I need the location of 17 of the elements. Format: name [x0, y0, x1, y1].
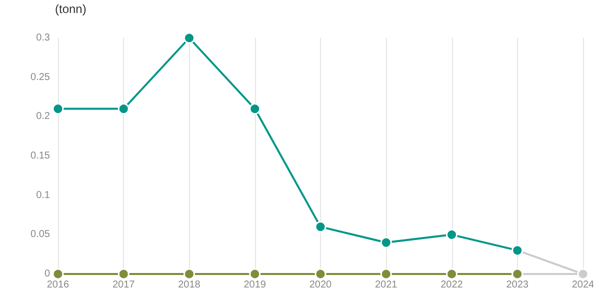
x-tick-label: 2018 — [178, 280, 201, 290]
y-tick-label: 0.3 — [36, 32, 50, 44]
x-tick-label: 2024 — [572, 280, 595, 290]
y-tick-label: 0.2 — [36, 111, 50, 122]
y-tick-label: 0.1 — [36, 190, 50, 201]
y-tick-label: 0.25 — [30, 72, 50, 83]
y-tick-label: 0 — [44, 268, 50, 280]
x-tick-label: 2021 — [375, 280, 398, 290]
x-tick-label: 2017 — [112, 280, 136, 290]
x-tick-label: 2022 — [440, 280, 464, 290]
x-tick-label: 2020 — [309, 280, 332, 290]
y-axis-title: (tonn) — [55, 2, 86, 16]
x-tick-label: 2023 — [506, 280, 529, 290]
y-tick-label: 0.15 — [30, 150, 50, 162]
x-tick-label: 2016 — [46, 280, 70, 290]
y-tick-label: 0.05 — [30, 229, 50, 240]
x-tick-label: 2019 — [244, 280, 266, 290]
